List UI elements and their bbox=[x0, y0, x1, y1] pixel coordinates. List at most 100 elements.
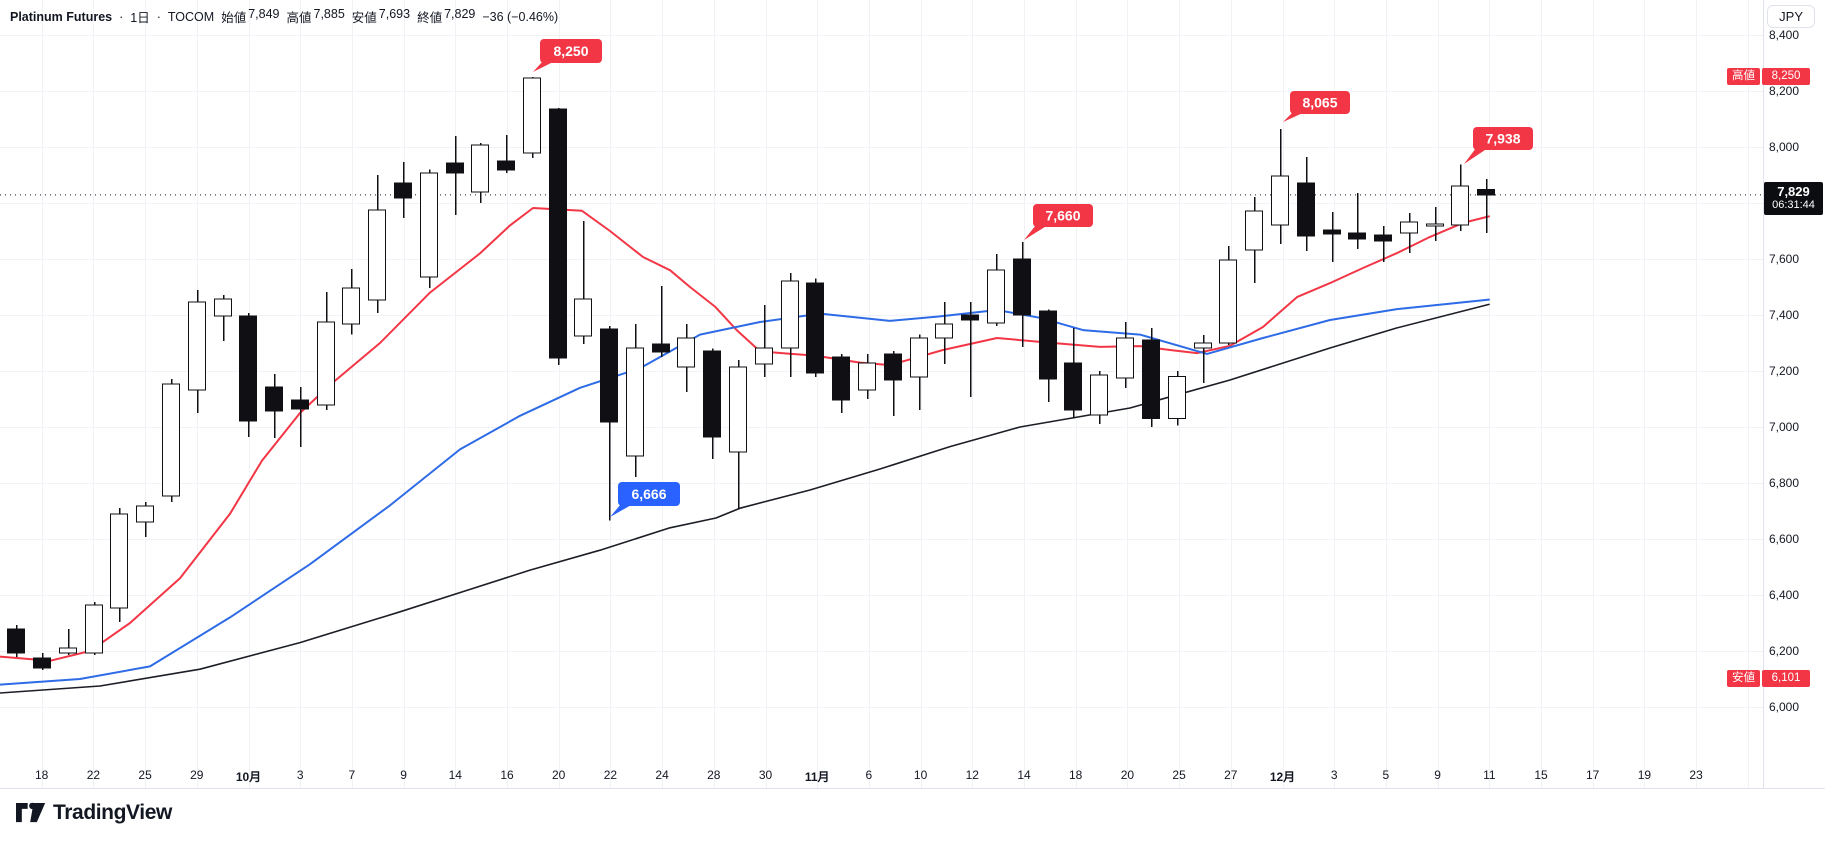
candle-up bbox=[342, 287, 360, 325]
high-value: 7,885 bbox=[313, 7, 345, 21]
price-callout-badge: 8,250 bbox=[533, 39, 602, 72]
candle-up bbox=[1194, 342, 1212, 349]
candle-down bbox=[446, 162, 464, 174]
date-axis[interactable]: 18 22 25 29 10月 3 7 9 14 16 20 22 24 28 30 11月 6 10 12 14 18… bbox=[0, 768, 1825, 817]
date-axis-label: 14 bbox=[448, 768, 462, 782]
price-callout-badge: 7,938 bbox=[1464, 127, 1533, 164]
price-axis-label: 6,800 bbox=[1769, 476, 1800, 490]
low-label: 安値 bbox=[351, 11, 377, 25]
date-axis-label: 16 bbox=[500, 768, 514, 782]
candle-up bbox=[626, 347, 644, 457]
legend-separator: · bbox=[119, 9, 124, 24]
date-axis-label: 18 bbox=[35, 768, 49, 782]
date-axis-label: 7 bbox=[348, 768, 356, 782]
candle-down bbox=[961, 314, 979, 321]
price-axis-label: 7,200 bbox=[1769, 364, 1800, 378]
date-axis-label: 3 bbox=[296, 768, 304, 782]
date-axis-label: 10月 bbox=[235, 770, 262, 784]
price-axis-label: 8,200 bbox=[1769, 84, 1800, 98]
date-axis-label: 3 bbox=[1330, 768, 1338, 782]
price-axis-label: 8,000 bbox=[1769, 140, 1800, 154]
candle-up bbox=[574, 298, 592, 337]
open-field: 始値 7,849 bbox=[221, 7, 279, 26]
close-field: 終値 7,829 bbox=[417, 7, 475, 26]
date-axis-label: 22 bbox=[603, 768, 618, 782]
svg-text:7,660: 7,660 bbox=[1045, 208, 1080, 224]
symbol-legend[interactable]: Platinum Futures · 1日 · TOCOM 始値 7,849 高… bbox=[10, 7, 558, 26]
candle-up bbox=[1245, 210, 1263, 251]
candle-up bbox=[317, 321, 335, 406]
candle-down bbox=[806, 282, 824, 374]
candle-up bbox=[136, 505, 154, 523]
date-axis-label: 11 bbox=[1483, 768, 1496, 782]
price-axis-border bbox=[1763, 0, 1764, 788]
price-axis-label: 6,400 bbox=[1769, 588, 1800, 602]
candle-up bbox=[1168, 376, 1186, 420]
date-axis-label: 23 bbox=[1689, 768, 1703, 782]
date-axis-border bbox=[0, 788, 1825, 789]
candle-down bbox=[600, 328, 618, 423]
candle-up bbox=[1219, 259, 1237, 344]
candle-up bbox=[59, 647, 77, 654]
candle-up bbox=[935, 323, 953, 339]
date-axis-label: 17 bbox=[1586, 768, 1600, 782]
close-value: 7,829 bbox=[444, 7, 476, 21]
date-axis-label: 20 bbox=[552, 768, 566, 782]
legend-separator: · bbox=[156, 9, 161, 24]
candle-down bbox=[1039, 310, 1057, 380]
date-axis-label: 30 bbox=[758, 768, 773, 782]
tradingview-logo-text: TradingView bbox=[53, 801, 172, 824]
candlestick-chart[interactable]: 8,250 8,065 7,938 7,660 6,666 bbox=[0, 0, 1763, 788]
candle-up bbox=[110, 513, 128, 609]
candle-up bbox=[1271, 175, 1289, 226]
candle-up bbox=[987, 269, 1005, 324]
candle-up bbox=[1426, 223, 1444, 227]
high-label: 高値 bbox=[286, 11, 312, 25]
price-callout-badge: 7,660 bbox=[1024, 204, 1093, 240]
date-axis-label: 15 bbox=[1534, 768, 1548, 782]
price-callout-badge: 8,065 bbox=[1283, 91, 1350, 122]
candle-up bbox=[910, 337, 928, 378]
candle-up bbox=[677, 337, 695, 368]
price-axis-label: 7,000 bbox=[1769, 420, 1800, 434]
candle-up bbox=[214, 298, 232, 317]
bar-countdown-timer: 06:31:44 bbox=[1772, 198, 1815, 211]
price-axis[interactable]: 8,400 8,200 8,000 7,600 7,400 7,200 7,000 6,800… bbox=[1763, 0, 1825, 788]
date-axis-label: 20 bbox=[1120, 768, 1135, 782]
date-axis-label: 6 bbox=[865, 768, 873, 782]
date-axis-label: 9 bbox=[400, 768, 407, 782]
candle-up bbox=[729, 366, 747, 453]
candle-down bbox=[394, 182, 412, 199]
svg-text:6,666: 6,666 bbox=[631, 486, 666, 502]
candle-up bbox=[368, 209, 386, 301]
price-axis-label: 8,400 bbox=[1769, 28, 1800, 42]
candle-down bbox=[1348, 232, 1366, 240]
ma-mid-blue bbox=[0, 298, 1490, 686]
svg-text:8,065: 8,065 bbox=[1302, 95, 1337, 111]
candle-up bbox=[1451, 185, 1469, 226]
candle-down bbox=[1064, 362, 1082, 411]
date-axis-label: 29 bbox=[190, 768, 204, 782]
price-axis-label: 7,600 bbox=[1769, 252, 1800, 266]
currency-toggle-button[interactable]: JPY bbox=[1767, 5, 1815, 28]
date-axis-label: 19 bbox=[1637, 768, 1652, 782]
candle-down bbox=[291, 399, 309, 410]
candle-down bbox=[497, 160, 515, 171]
svg-text:7,938: 7,938 bbox=[1485, 131, 1520, 147]
date-axis-label: 9 bbox=[1434, 768, 1441, 782]
interval-label: 1日 bbox=[130, 11, 150, 25]
date-axis-label: 22 bbox=[86, 768, 101, 782]
candle-down bbox=[239, 315, 257, 422]
tradingview-logo[interactable]: TradingView bbox=[16, 800, 172, 826]
candle-up bbox=[471, 144, 489, 193]
high-price-axis-badge: 高値 8,250 bbox=[1727, 68, 1810, 85]
candle-up bbox=[85, 604, 103, 654]
date-axis-label: 10 bbox=[913, 768, 928, 782]
candle-up bbox=[1400, 221, 1418, 234]
open-value: 7,849 bbox=[248, 7, 280, 21]
price-axis-label: 6,600 bbox=[1769, 532, 1800, 546]
candle-down bbox=[7, 628, 25, 654]
candle-up bbox=[1090, 374, 1108, 416]
date-axis-label: 11月 bbox=[804, 770, 830, 784]
